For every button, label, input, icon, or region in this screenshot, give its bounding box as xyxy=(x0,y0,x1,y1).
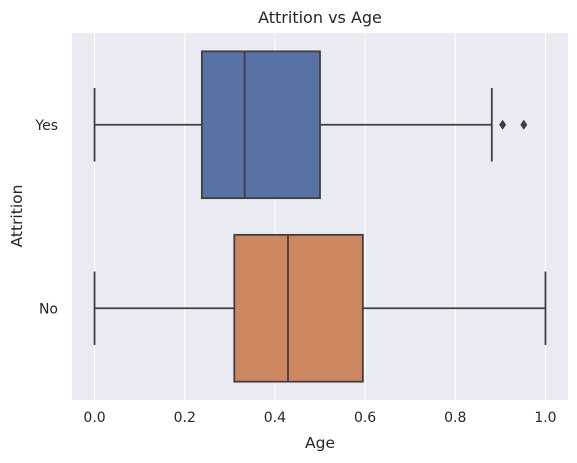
x-tick-label: 0.0 xyxy=(83,410,105,426)
box-yes xyxy=(93,50,528,200)
x-tick-label: 1.0 xyxy=(534,410,556,426)
x-tick-label: 0.6 xyxy=(354,410,376,426)
iqr-box xyxy=(233,233,364,383)
x-tick-label: 0.4 xyxy=(264,410,286,426)
x-tick-label: 0.8 xyxy=(444,410,466,426)
outlier-marker xyxy=(520,119,528,130)
chart-title: Attrition vs Age xyxy=(258,8,382,27)
y-tick-label: Yes xyxy=(34,118,58,134)
iqr-box xyxy=(200,50,321,200)
box-no xyxy=(93,233,547,383)
y-axis-label: Attrition xyxy=(8,185,26,248)
x-axis-label: Age xyxy=(305,434,335,452)
outlier-marker xyxy=(499,119,507,130)
x-ticks: 0.0 0.2 0.4 0.6 0.8 1.0 xyxy=(83,410,556,426)
boxes xyxy=(93,50,547,383)
x-tick-label: 0.2 xyxy=(174,410,196,426)
y-ticks: Yes No xyxy=(34,118,58,318)
y-tick-label: No xyxy=(39,301,58,317)
